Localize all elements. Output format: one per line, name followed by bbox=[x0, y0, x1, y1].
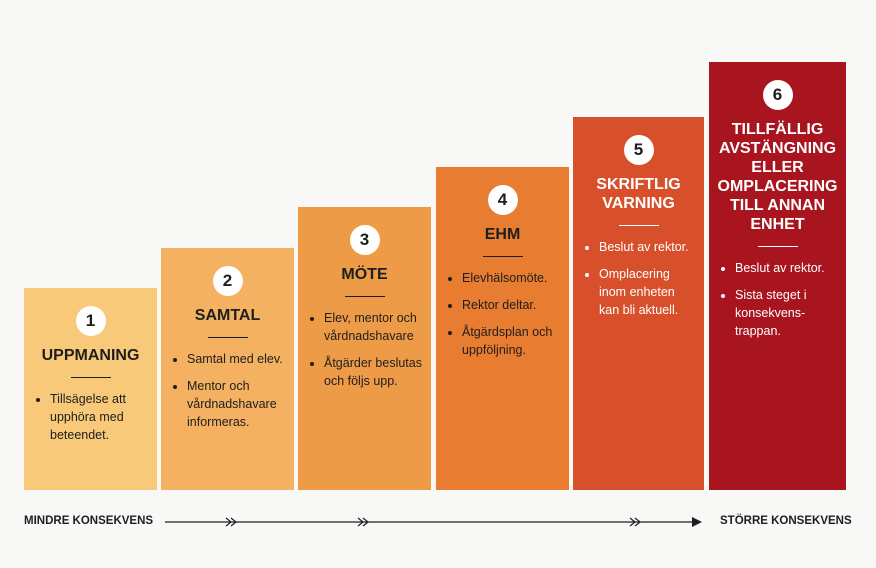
divider bbox=[207, 337, 248, 338]
bullet: Elev, mentor och vårdnads­havare bbox=[324, 309, 423, 345]
step-number: 2 bbox=[212, 266, 243, 296]
bullet: Rektor deltar. bbox=[462, 296, 561, 314]
footer-right: STÖRRE KONSEKVENS bbox=[720, 515, 852, 527]
bullet-list: Samtal med elev. Mentor och vårdnadshavar… bbox=[169, 350, 286, 440]
step-number: 1 bbox=[75, 306, 106, 336]
bullet: Samtal med elev. bbox=[187, 350, 286, 368]
bullet: Åtgärdsplan och uppföljning. bbox=[462, 323, 561, 359]
step-title: UPPMANING bbox=[41, 347, 140, 364]
bullet: Beslut av rektor. bbox=[735, 259, 838, 277]
step-column: 5 SKRIFTLIG VARNING Beslut av rektor. Ompla… bbox=[573, 117, 704, 490]
step-title: MÖTE bbox=[341, 266, 388, 283]
step-number: 5 bbox=[623, 135, 654, 165]
step-column: 2 SAMTAL Samtal med elev. Mentor och vårdna… bbox=[161, 248, 294, 490]
step-column: 6 TILLFÄLLIG AVSTÄNGNING ELLER OMPLACERIN… bbox=[709, 62, 846, 490]
divider bbox=[344, 296, 385, 297]
footer-left: MINDRE KONSEKVENS bbox=[24, 515, 154, 527]
divider bbox=[70, 377, 111, 378]
bullet: Mentor och vårdnadshavare informeras. bbox=[187, 377, 286, 431]
divider bbox=[757, 246, 798, 247]
step-number: 6 bbox=[762, 80, 793, 110]
bullet-list: Elev, mentor och vårdnads­havare Åtgärder… bbox=[306, 309, 423, 399]
step-column: 1 UPPMANING Tillsägelse att upphöra med be… bbox=[24, 288, 157, 490]
step-column: 3 MÖTE Elev, mentor och vårdnads­havare Åtg… bbox=[298, 207, 431, 490]
divider bbox=[482, 256, 523, 257]
bullet: Omplacering inom enheten kan bli aktuell… bbox=[599, 265, 696, 319]
bullet-list: Beslut av rektor. Omplacering inom enhete… bbox=[581, 238, 696, 328]
step-column: 4 EHM Elevhälsomöte. Rektor deltar. Åtgärdsp… bbox=[436, 167, 569, 490]
bullet: Åtgärder beslutas och följs upp. bbox=[324, 354, 423, 390]
bullet: Beslut av rektor. bbox=[599, 238, 696, 256]
step-number: 3 bbox=[349, 225, 380, 255]
bullet: Tillsägelse att upphöra med beteendet. bbox=[50, 390, 149, 444]
step-number: 4 bbox=[487, 185, 518, 215]
step-title: TILLFÄLLIG AVSTÄNGNING ELLER OMPLACERING… bbox=[717, 121, 838, 233]
bullet: Sista steget i konsekvens­trappan. bbox=[735, 286, 838, 340]
step-title: SKRIFTLIG VARNING bbox=[596, 176, 681, 212]
bullet-list: Beslut av rektor. Sista steget i konsekve… bbox=[717, 259, 838, 349]
step-title: EHM bbox=[484, 226, 521, 243]
bullet-list: Tillsägelse att upphöra med beteendet. bbox=[32, 390, 149, 453]
divider bbox=[618, 225, 659, 226]
bullet-list: Elevhälsomöte. Rektor deltar. Åtgärdsplan … bbox=[444, 269, 561, 368]
bullet: Elevhälsomöte. bbox=[462, 269, 561, 287]
step-title: SAMTAL bbox=[194, 307, 261, 324]
